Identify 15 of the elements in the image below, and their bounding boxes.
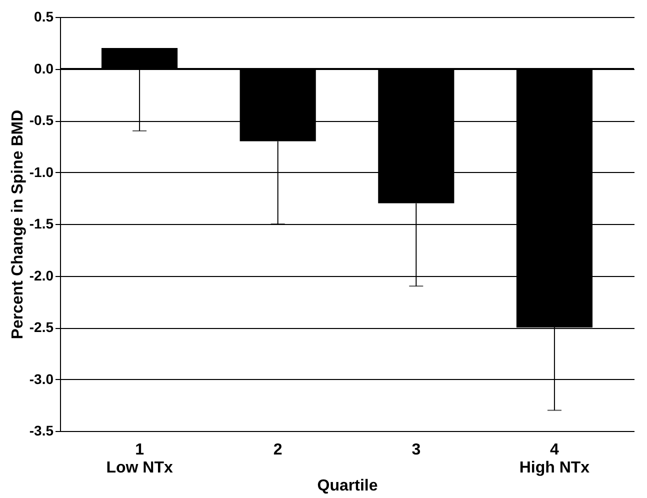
y-tick-label: -1.0 [29,164,54,180]
y-tick-label: -1.5 [29,216,54,232]
y-axis-title: Percent Change in Spine BMD [9,110,26,340]
x-axis-title: Quartile [317,478,378,494]
x-tick-label: 4 High NTx [519,442,590,476]
x-tick-label: 2 [273,442,282,458]
y-tick-label: -0.5 [29,112,54,128]
y-tick-label: 0.5 [34,8,54,24]
y-tick-label: -3.5 [29,422,54,438]
x-tick-label: 3 [412,442,421,458]
y-tick-label: -2.5 [29,319,54,335]
y-tick-label: -2.0 [29,267,54,284]
y-tick-label: 0.0 [34,60,54,76]
y-tick-label: -3.0 [29,370,54,387]
x-tick-label: 1 Low NTx [106,442,173,476]
